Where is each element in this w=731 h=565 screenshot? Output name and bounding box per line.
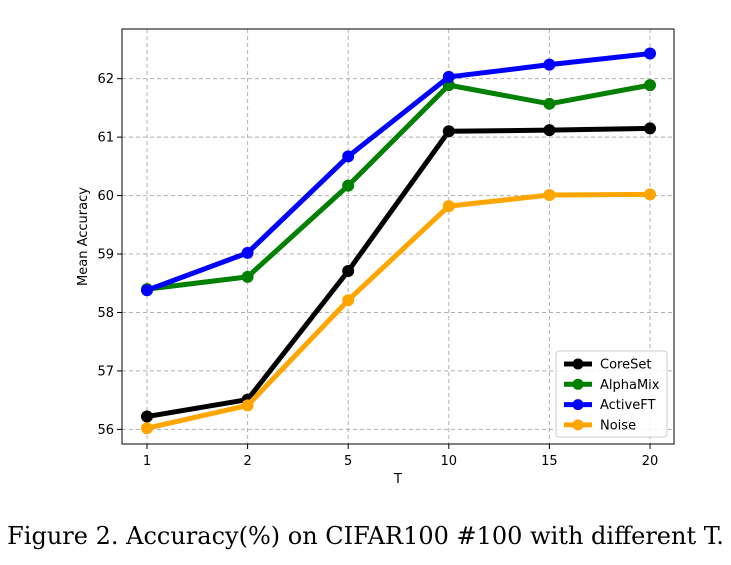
legend-item: CoreSet [564,358,651,373]
legend-label: ActiveFT [600,398,655,413]
data-point [644,47,656,60]
y-tick-label: 59 [97,248,114,263]
data-point [342,150,355,163]
x-tick-label: 10 [441,454,458,469]
data-point [543,189,556,201]
data-point [141,410,153,423]
data-point [543,97,556,110]
data-point [644,122,656,135]
plot-frame [121,28,675,445]
legend-label: Noise [600,418,636,433]
x-tick-label: 5 [344,454,352,469]
data-point [342,179,355,192]
data-point [342,264,355,277]
legend-label: AlphaMix [600,378,660,393]
series-coreset [141,122,656,423]
legend-marker [572,358,584,370]
legend-marker [572,399,584,411]
data-point [241,399,254,412]
data-point [241,270,254,283]
y-axis: 56 57 58 59 60 61 62 [97,72,122,438]
x-axis-label: T [393,472,402,487]
y-tick-label: 61 [97,131,114,146]
legend-marker [572,419,584,431]
x-tick-label: 2 [243,454,251,469]
series-line [144,51,653,293]
series-line [144,125,653,420]
legend-label: CoreSet [600,358,651,373]
figure-caption: Figure 2. Accuracy(%) on CIFAR100 #100 w… [7,522,724,550]
y-tick-label: 58 [97,306,114,321]
series-line [144,82,653,292]
data-point [442,125,455,138]
data-point [644,188,656,201]
line-chart: 1 2 5 10 15 20 56 57 58 59 60 61 62 T Mean Accuracy… [76,28,675,487]
legend-item: AlphaMix [564,378,660,393]
data-point [342,294,355,307]
data-point [241,246,254,259]
series-line [144,191,653,431]
data-point [644,79,656,92]
data-point [442,200,455,213]
legend-item: ActiveFT [564,398,655,413]
x-tick-label: 1 [143,454,151,469]
legend: CoreSet AlphaMix ActiveFT Noise [555,350,668,438]
series-noise [141,188,656,435]
x-tick-label: 15 [541,454,558,469]
y-axis-label: Mean Accuracy [76,187,91,286]
legend-item: Noise [564,418,636,433]
x-tick-label: 20 [642,454,659,469]
series-activeft [141,47,656,297]
legend-marker [572,378,584,390]
legend-box [555,350,668,438]
data-point [141,422,153,435]
x-axis: 1 2 5 10 15 20 [143,444,658,469]
y-tick-label: 56 [97,423,114,438]
data-point [543,58,556,71]
y-tick-label: 57 [97,364,114,379]
data-point [543,124,556,137]
y-tick-label: 60 [97,189,114,204]
data-point [442,70,455,83]
series-layer [141,47,656,435]
y-tick-label: 62 [97,72,114,87]
data-point [141,284,153,297]
